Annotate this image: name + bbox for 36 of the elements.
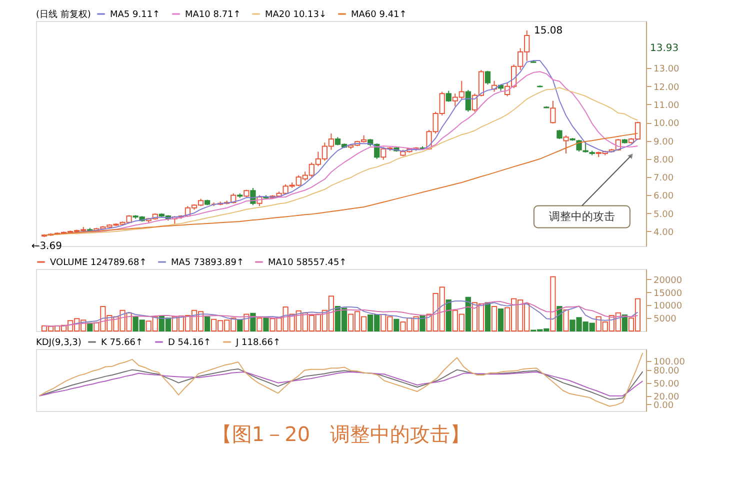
legend-label: MA5 9.11↑ (110, 10, 160, 20)
y-tick-label: 10000 (654, 302, 682, 312)
y-tick-label: 7.00 (654, 174, 674, 184)
y-tick-label: 11.00 (654, 100, 680, 111)
y-tick-label: 0.00 (654, 400, 674, 411)
y-tick-label: 5.00 (654, 210, 674, 220)
y-tick-label: 8.00 (654, 155, 674, 166)
legend-label: MA10 8.71↑ (185, 10, 241, 20)
legend-label: J 118.66↑ (235, 338, 281, 348)
text: 13.93 (650, 43, 679, 54)
y-tick-label: 5000 (654, 314, 677, 325)
y-tick-label: 80.00 (654, 366, 680, 376)
y-tick-label: 4.00 (654, 228, 674, 238)
legend-label: MA20 10.13↓ (265, 10, 327, 20)
legend-label: MA60 9.41↑ (351, 10, 407, 20)
legend-title: (日线 前复权) (36, 9, 91, 20)
y-tick-label: 12.00 (654, 82, 680, 93)
legend-title: KDJ(9,3,3) (36, 338, 82, 348)
legend-label: D 54.16↑ (168, 338, 212, 348)
annotation: 15.08 (534, 25, 563, 36)
y-tick-label: 13.00 (654, 64, 680, 75)
annotation: 调整中的攻击 (548, 210, 615, 223)
y-tick-label: 100.00 (654, 358, 686, 368)
text: 【图1－20 调整中的攻击】 (212, 422, 470, 446)
y-tick-label: 15000 (654, 288, 682, 299)
y-tick-label: 20000 (654, 276, 682, 286)
y-tick-label: 20.00 (654, 392, 680, 402)
legend-label: VOLUME 124789.68↑ (50, 258, 147, 268)
y-tick-label: 9.00 (654, 137, 674, 148)
y-tick-label: 10.00 (654, 119, 680, 130)
legend-label: MA10 58557.45↑ (268, 258, 347, 268)
legend-label: MA5 73893.89↑ (171, 258, 244, 268)
legend-label: K 75.66↑ (101, 338, 144, 348)
y-tick-label: 6.00 (654, 192, 674, 202)
y-tick-label: 50.00 (654, 379, 680, 390)
annotation: ←3.69 (31, 241, 62, 252)
